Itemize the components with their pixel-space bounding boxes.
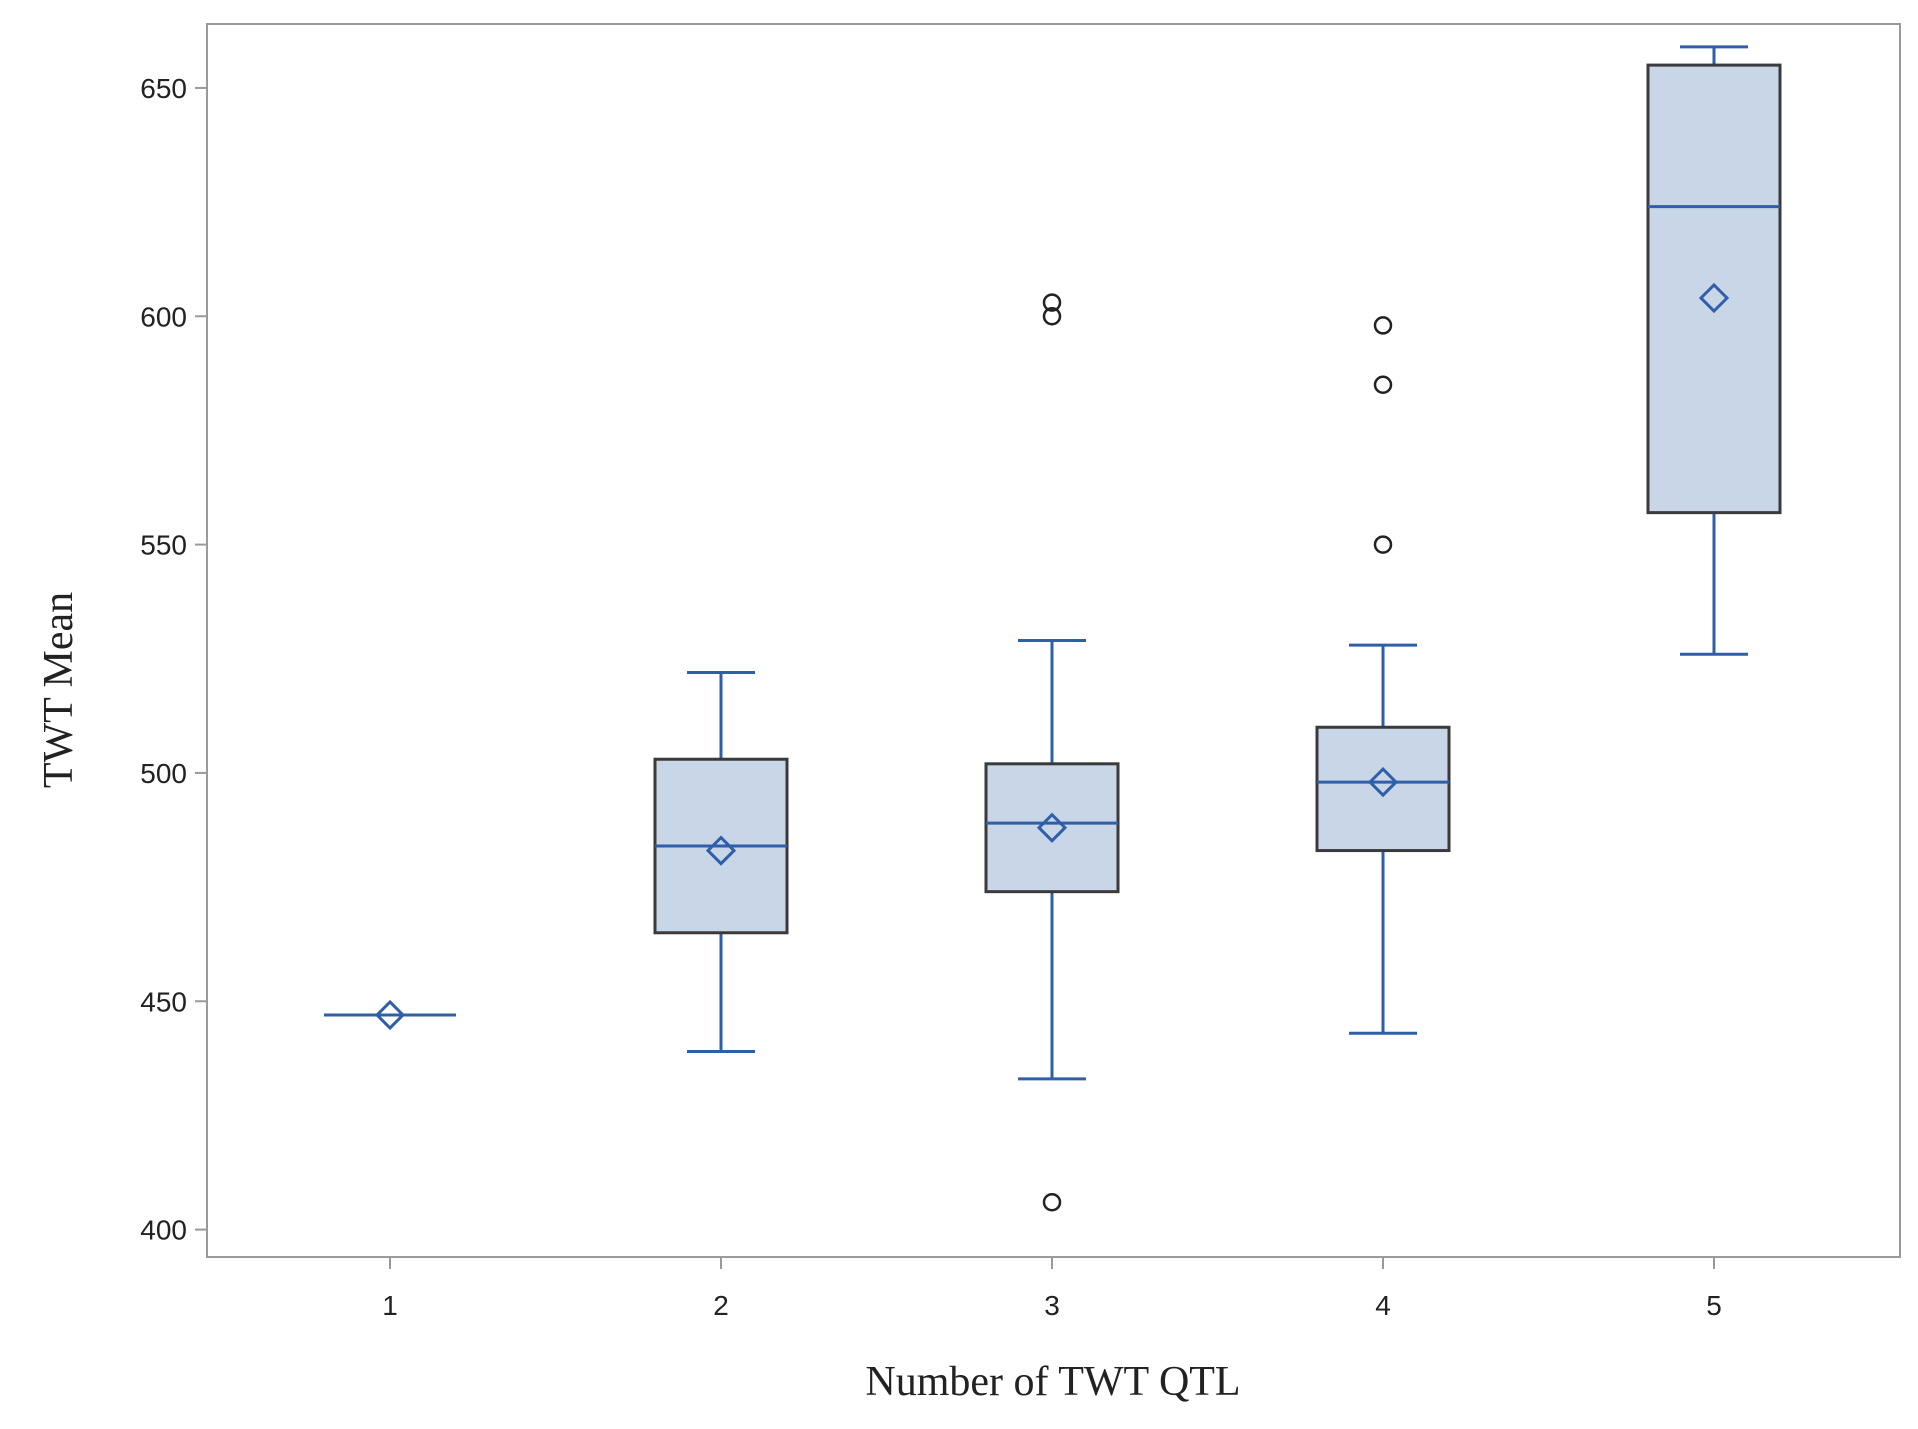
outlier-point — [1373, 535, 1393, 554]
y-tick-label: 600 — [140, 301, 187, 332]
outlier-point — [1373, 375, 1393, 395]
box-group — [653, 670, 789, 1053]
mean-marker — [705, 835, 737, 866]
y-tick-label: 650 — [140, 73, 187, 104]
outlier-point — [1042, 293, 1062, 312]
box-series — [324, 45, 1782, 1212]
box-group — [1315, 316, 1451, 1035]
plot-frame — [206, 23, 1901, 1258]
box-group — [324, 999, 456, 1031]
y-tick-label: 550 — [140, 530, 187, 561]
x-tick-label: 2 — [713, 1290, 729, 1321]
iqr-box — [984, 762, 1120, 894]
iqr-box — [1315, 725, 1451, 853]
box-group — [984, 293, 1120, 1212]
y-axis-title: TWT Mean — [36, 592, 82, 788]
y-axis: 400 450 500 550 600 650 — [140, 73, 207, 1246]
iqr-box — [1646, 63, 1782, 515]
y-tick-label: 450 — [140, 986, 187, 1017]
x-tick-label: 3 — [1044, 1290, 1060, 1321]
x-tick-label: 5 — [1706, 1290, 1722, 1321]
x-tick-label: 4 — [1375, 1290, 1391, 1321]
x-tick-label: 1 — [382, 1290, 398, 1321]
mean-marker — [1698, 282, 1730, 314]
mean-marker — [1367, 766, 1399, 798]
outlier-point — [1373, 316, 1393, 335]
mean-marker — [1036, 812, 1068, 843]
outlier-point — [1042, 307, 1062, 326]
y-tick-label: 400 — [140, 1215, 187, 1246]
x-axis-title: Number of TWT QTL — [865, 1359, 1240, 1405]
box-group — [1646, 45, 1782, 656]
y-tick-label: 500 — [140, 758, 187, 789]
mean-marker — [374, 999, 406, 1031]
outlier-point — [1042, 1192, 1062, 1212]
x-axis: 1 2 3 4 5 — [382, 1257, 1722, 1321]
